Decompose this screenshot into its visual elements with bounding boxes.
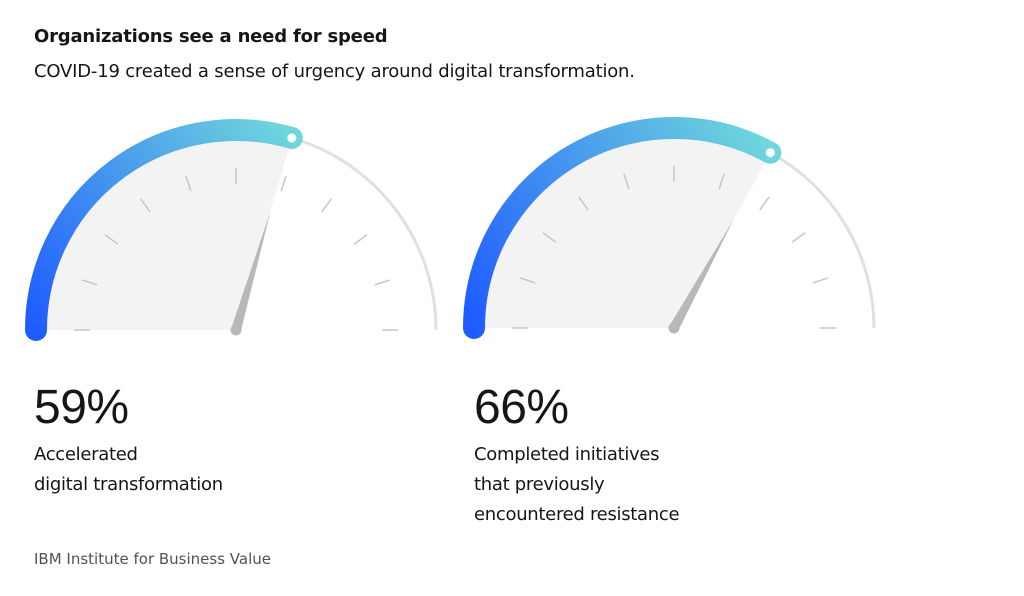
gauge-1-needle-hub	[230, 324, 242, 336]
gauge-2-tick	[791, 232, 806, 243]
gauge-2-track-arc	[769, 151, 876, 329]
gauge-2-caption: Completed initiatives that previously en…	[474, 440, 680, 530]
gauge-2-tick	[718, 173, 725, 190]
gauge-1-tick	[104, 234, 119, 245]
gauge-2-caption-line-3: encountered resistance	[474, 504, 680, 525]
gauge-1-tick	[280, 175, 287, 192]
gauge-2-value: 66%	[474, 381, 569, 434]
gauge-2-end-marker	[762, 145, 778, 161]
gauge-1-tick	[374, 279, 391, 286]
gauge-1-tick	[81, 279, 98, 286]
gauge-1-tick	[185, 175, 192, 192]
gauge-1-caption-line-2: digital transformation	[34, 474, 223, 495]
gauge-2-caption-line-1: Completed initiatives	[474, 444, 660, 465]
gauge-1-needle	[231, 210, 271, 332]
gauge-1-fill-sector	[36, 130, 292, 330]
gauge-1-end-marker	[284, 130, 300, 146]
gauge-2-tick	[812, 277, 829, 284]
gauge-2-needle	[669, 219, 734, 331]
chart-subtitle: COVID-19 created a sense of urgency arou…	[34, 61, 635, 82]
gauge-2-tick	[623, 173, 630, 190]
gauge-1-tick	[353, 234, 368, 245]
gauge-1-track-arc	[291, 136, 438, 331]
source-credit: IBM Institute for Business Value	[34, 550, 271, 568]
gauge-1-tick	[140, 198, 151, 213]
gauge-2-tick	[578, 196, 589, 211]
gauge-1-value-arc	[25, 119, 303, 341]
gauge-2-fill-sector	[474, 128, 771, 328]
chart-title: Organizations see a need for speed	[34, 26, 388, 47]
gauge-1-caption-line-1: Accelerated	[34, 444, 138, 465]
gauge-2-value-arc	[463, 117, 782, 339]
gauge-2-tick	[759, 196, 770, 211]
gauge-1-value: 59%	[34, 381, 129, 434]
gauge-1-caption: Accelerated digital transformation	[34, 440, 223, 500]
gauge-2-tick	[519, 277, 536, 284]
gauge-1-tick	[321, 198, 332, 213]
gauge-2-caption-line-2: that previously	[474, 474, 605, 495]
gauge-2-tick	[542, 232, 557, 243]
gauge-2-needle-hub	[668, 322, 680, 334]
